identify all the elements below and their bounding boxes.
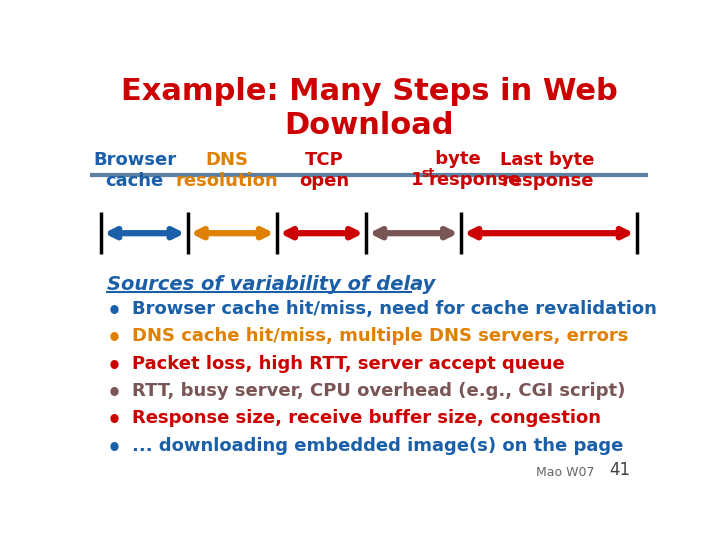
Text: DNS
resolution: DNS resolution xyxy=(176,151,278,190)
Text: Browser
cache: Browser cache xyxy=(93,151,176,190)
Text: •: • xyxy=(107,409,122,434)
Text: Packet loss, high RTT, server accept queue: Packet loss, high RTT, server accept que… xyxy=(132,355,564,373)
Text: Sources of variability of delay: Sources of variability of delay xyxy=(107,275,435,294)
Text: st: st xyxy=(421,167,434,180)
Text: Mao W07: Mao W07 xyxy=(536,465,595,478)
Text: Last byte
response: Last byte response xyxy=(500,151,595,190)
Text: •: • xyxy=(107,327,122,351)
Text: ... downloading embedded image(s) on the page: ... downloading embedded image(s) on the… xyxy=(132,437,624,455)
Text: •: • xyxy=(107,355,122,379)
Text: DNS cache hit/miss, multiple DNS servers, errors: DNS cache hit/miss, multiple DNS servers… xyxy=(132,327,629,345)
Text: •: • xyxy=(107,300,122,323)
Text: byte
response: byte response xyxy=(428,150,521,188)
Text: •: • xyxy=(107,437,122,461)
Text: 1: 1 xyxy=(411,171,423,188)
Text: Response size, receive buffer size, congestion: Response size, receive buffer size, cong… xyxy=(132,409,601,428)
Text: 41: 41 xyxy=(609,461,630,478)
Text: •: • xyxy=(107,382,122,406)
Text: Example: Many Steps in Web
Download: Example: Many Steps in Web Download xyxy=(121,77,617,140)
Text: Browser cache hit/miss, need for cache revalidation: Browser cache hit/miss, need for cache r… xyxy=(132,300,657,318)
Text: TCP
open: TCP open xyxy=(300,151,349,190)
Text: RTT, busy server, CPU overhead (e.g., CGI script): RTT, busy server, CPU overhead (e.g., CG… xyxy=(132,382,625,400)
